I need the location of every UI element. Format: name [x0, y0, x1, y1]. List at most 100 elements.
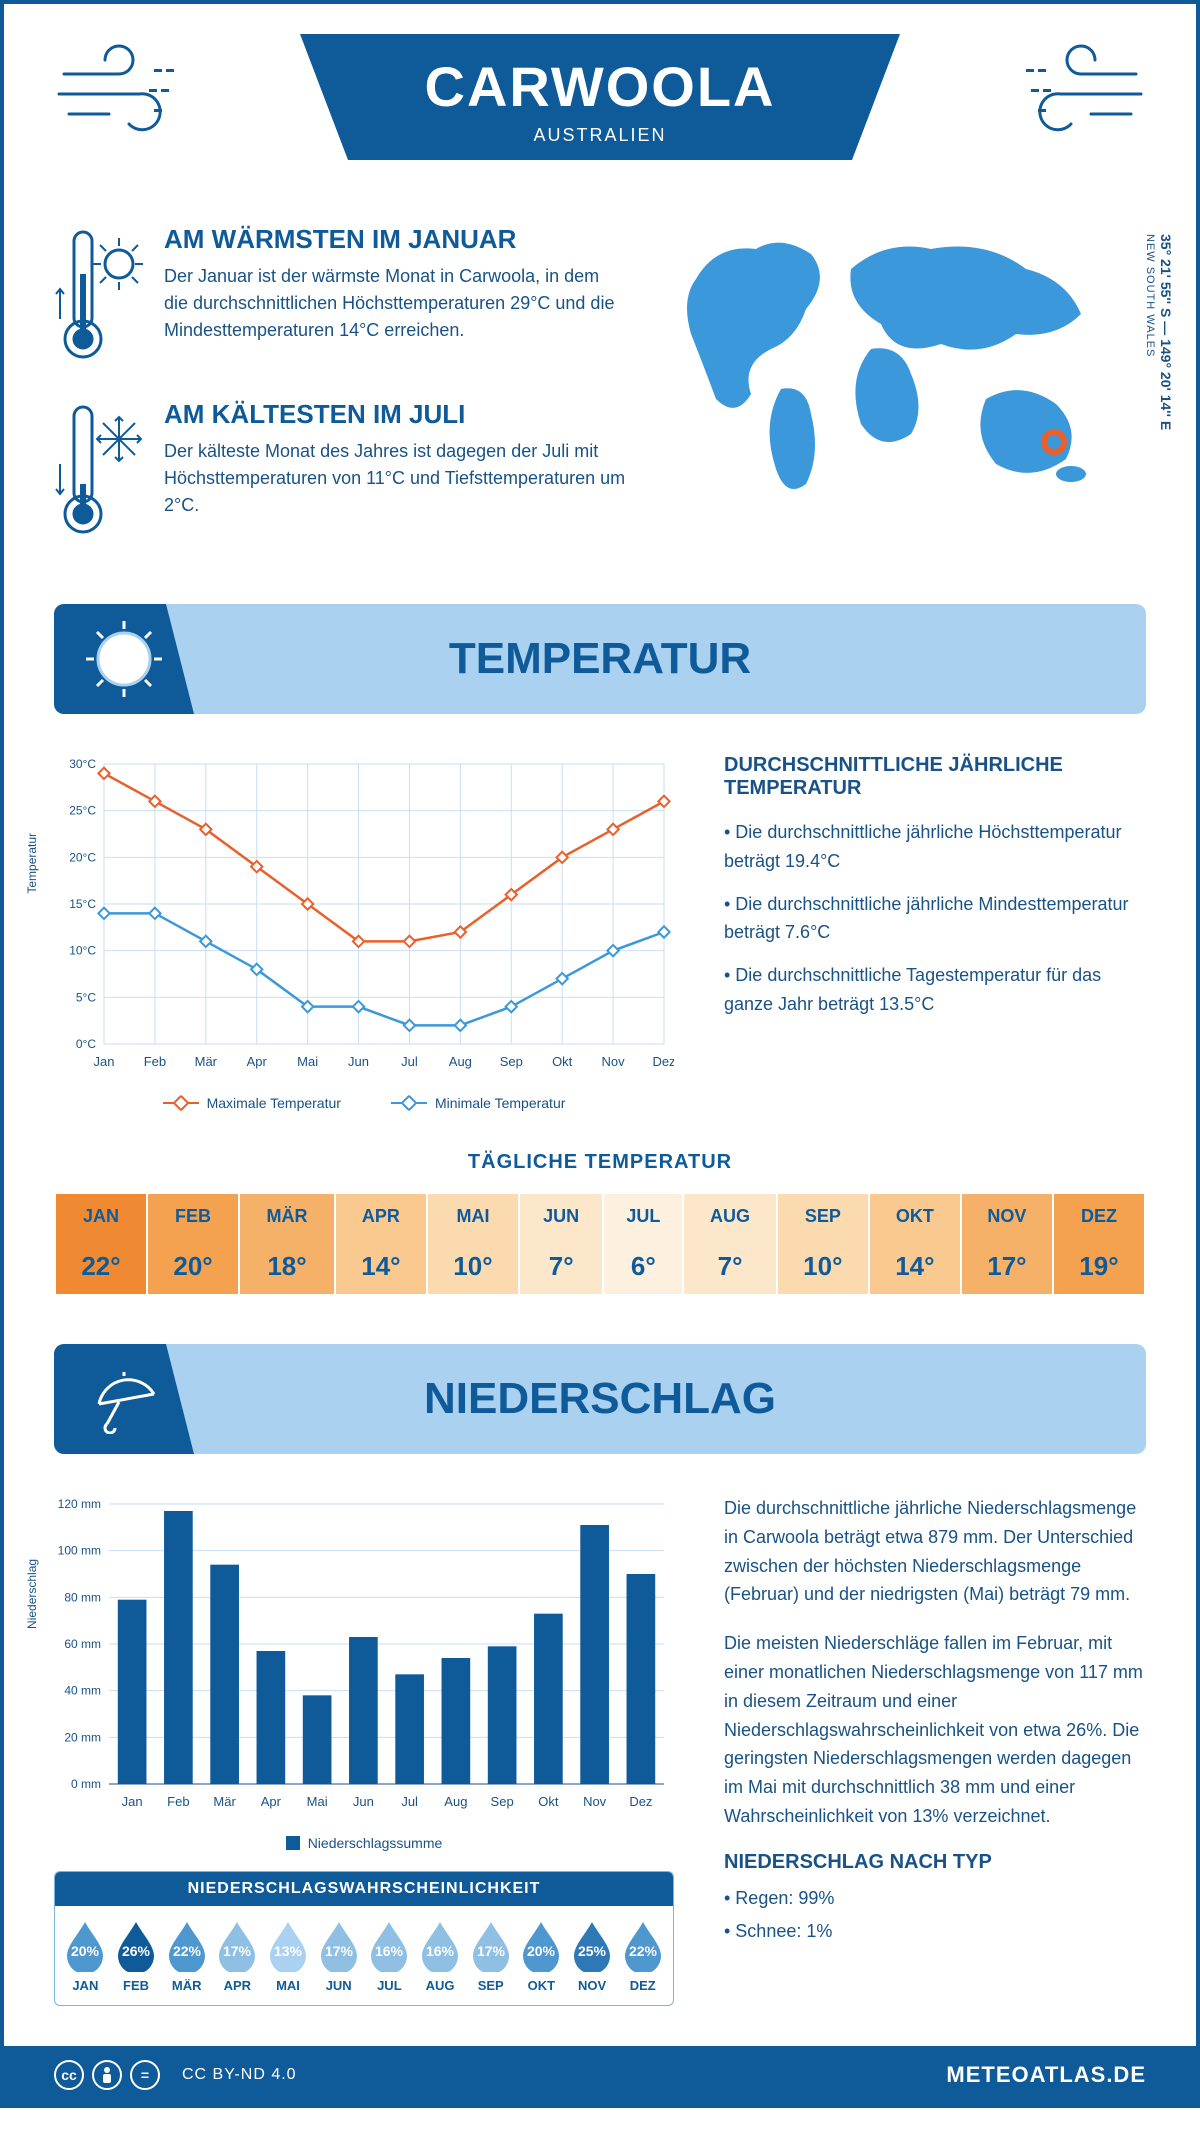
title-ribbon: CARWOOLA AUSTRALIEN	[300, 34, 900, 160]
svg-text:13%: 13%	[274, 1943, 303, 1959]
svg-text:17%: 17%	[223, 1943, 252, 1959]
svg-text:Mär: Mär	[195, 1054, 218, 1069]
svg-text:40 mm: 40 mm	[64, 1684, 101, 1698]
fact-warmest: AM WÄRMSTEN IM JANUAR Der Januar ist der…	[54, 224, 626, 369]
precip-type-heading: NIEDERSCHLAG NACH TYP	[724, 1851, 1146, 1874]
svg-text:80 mm: 80 mm	[64, 1590, 101, 1604]
precipitation-probability-box: NIEDERSCHLAGSWAHRSCHEINLICHKEIT 20%JAN26…	[54, 1871, 674, 2006]
cc-by-icon	[92, 2060, 122, 2090]
precip-paragraph: Die durchschnittliche jährliche Niedersc…	[724, 1494, 1146, 1609]
precip-type: • Schnee: 1%	[724, 1917, 1146, 1946]
temperature-info: DURCHSCHNITTLICHE JÄHRLICHE TEMPERATUR •…	[724, 754, 1146, 1111]
header: CARWOOLA AUSTRALIEN	[54, 34, 1146, 214]
legend-min: Minimale Temperatur	[435, 1095, 565, 1111]
fact-title: AM KÄLTESTEN IM JULI	[164, 399, 626, 430]
svg-text:5°C: 5°C	[76, 990, 96, 1004]
wind-icon	[54, 44, 184, 149]
cc-nd-icon: =	[130, 2060, 160, 2090]
svg-text:22%: 22%	[173, 1943, 202, 1959]
wind-icon	[1016, 44, 1146, 149]
legend-precip: Niederschlagssumme	[308, 1835, 443, 1851]
page-title: CARWOOLA	[300, 54, 900, 119]
svg-text:Okt: Okt	[552, 1054, 573, 1069]
svg-text:Jan: Jan	[122, 1794, 143, 1809]
legend-max: Maximale Temperatur	[207, 1095, 341, 1111]
section-header-precipitation: NIEDERSCHLAG	[54, 1344, 1146, 1454]
prob-heading: NIEDERSCHLAGSWAHRSCHEINLICHKEIT	[55, 1872, 673, 1906]
svg-text:16%: 16%	[426, 1943, 455, 1959]
svg-text:25%: 25%	[578, 1943, 607, 1959]
umbrella-icon	[89, 1364, 159, 1434]
svg-text:30°C: 30°C	[69, 757, 96, 771]
svg-text:Jul: Jul	[401, 1794, 418, 1809]
precipitation-info: Die durchschnittliche jährliche Niedersc…	[724, 1494, 1146, 2006]
svg-text:60 mm: 60 mm	[64, 1637, 101, 1651]
footer: cc = CC BY-ND 4.0 METEOATLAS.DE	[4, 2046, 1196, 2104]
coordinates: 35° 21' 55'' S — 149° 20' 14'' E NEW SOU…	[1142, 234, 1174, 430]
svg-text:25°C: 25°C	[69, 804, 96, 818]
svg-text:Jul: Jul	[401, 1054, 418, 1069]
svg-text:Jan: Jan	[94, 1054, 115, 1069]
section-title: NIEDERSCHLAG	[54, 1374, 1146, 1424]
svg-text:100 mm: 100 mm	[58, 1544, 101, 1558]
svg-text:15°C: 15°C	[69, 897, 96, 911]
precipitation-bar-chart: Niederschlag 0 mm20 mm40 mm60 mm80 mm100…	[54, 1494, 674, 1819]
svg-text:0 mm: 0 mm	[71, 1777, 101, 1791]
info-heading: DURCHSCHNITTLICHE JÄHRLICHE TEMPERATUR	[724, 754, 1146, 800]
precip-paragraph: Die meisten Niederschläge fallen im Febr…	[724, 1629, 1146, 1831]
svg-text:Mai: Mai	[307, 1794, 328, 1809]
svg-text:Apr: Apr	[261, 1794, 282, 1809]
license-text: CC BY-ND 4.0	[182, 2066, 297, 2084]
svg-text:Sep: Sep	[500, 1054, 523, 1069]
svg-text:17%: 17%	[325, 1943, 354, 1959]
svg-text:22%: 22%	[629, 1943, 658, 1959]
svg-text:10°C: 10°C	[69, 944, 96, 958]
thermometer-hot-icon	[54, 224, 144, 369]
sun-icon	[84, 619, 164, 699]
svg-text:20%: 20%	[527, 1943, 556, 1959]
svg-text:Dez: Dez	[629, 1794, 652, 1809]
svg-text:20 mm: 20 mm	[64, 1730, 101, 1744]
svg-text:120 mm: 120 mm	[58, 1497, 101, 1511]
chart-y-label: Niederschlag	[25, 1558, 39, 1628]
thermometer-cold-icon	[54, 399, 144, 544]
svg-text:20%: 20%	[71, 1943, 100, 1959]
svg-text:Jun: Jun	[353, 1794, 374, 1809]
fact-title: AM WÄRMSTEN IM JANUAR	[164, 224, 626, 255]
coord-latlon: 35° 21' 55'' S — 149° 20' 14'' E	[1158, 234, 1174, 430]
svg-text:Mai: Mai	[297, 1054, 318, 1069]
svg-text:Mär: Mär	[213, 1794, 236, 1809]
svg-text:26%: 26%	[122, 1943, 151, 1959]
svg-text:Feb: Feb	[167, 1794, 189, 1809]
svg-text:Sep: Sep	[491, 1794, 514, 1809]
svg-text:Okt: Okt	[538, 1794, 559, 1809]
svg-text:20°C: 20°C	[69, 850, 96, 864]
chart-legend: Niederschlagssumme	[54, 1835, 674, 1851]
info-bullet: • Die durchschnittliche Tagestemperatur …	[724, 961, 1146, 1019]
svg-text:Nov: Nov	[602, 1054, 626, 1069]
svg-text:Feb: Feb	[144, 1054, 166, 1069]
svg-text:Aug: Aug	[444, 1794, 467, 1809]
info-bullet: • Die durchschnittliche jährliche Mindes…	[724, 890, 1146, 948]
info-bullet: • Die durchschnittliche jährliche Höchst…	[724, 818, 1146, 876]
page-subtitle: AUSTRALIEN	[300, 125, 900, 146]
svg-text:Apr: Apr	[247, 1054, 268, 1069]
chart-legend: Maximale Temperatur Minimale Temperatur	[54, 1095, 674, 1111]
brand-name: METEOATLAS.DE	[946, 2062, 1146, 2088]
section-title: TEMPERATUR	[54, 634, 1146, 684]
daily-heading: TÄGLICHE TEMPERATUR	[54, 1151, 1146, 1174]
section-header-temperature: TEMPERATUR	[54, 604, 1146, 714]
svg-text:0°C: 0°C	[76, 1037, 96, 1051]
world-map: 35° 21' 55'' S — 149° 20' 14'' E NEW SOU…	[666, 224, 1146, 574]
precip-type: • Regen: 99%	[724, 1884, 1146, 1913]
svg-text:16%: 16%	[375, 1943, 404, 1959]
svg-text:Aug: Aug	[449, 1054, 472, 1069]
fact-coldest: AM KÄLTESTEN IM JULI Der kälteste Monat …	[54, 399, 626, 544]
coord-region: NEW SOUTH WALES	[1144, 234, 1156, 357]
fact-text: Der kälteste Monat des Jahres ist dagege…	[164, 438, 626, 519]
cc-icon: cc	[54, 2060, 84, 2090]
svg-text:Nov: Nov	[583, 1794, 607, 1809]
svg-text:Dez: Dez	[652, 1054, 674, 1069]
daily-temperature-table: JANFEBMÄRAPRMAIJUNJULAUGSEPOKTNOVDEZ22°2…	[54, 1194, 1146, 1294]
chart-y-label: Temperatur	[25, 832, 39, 893]
